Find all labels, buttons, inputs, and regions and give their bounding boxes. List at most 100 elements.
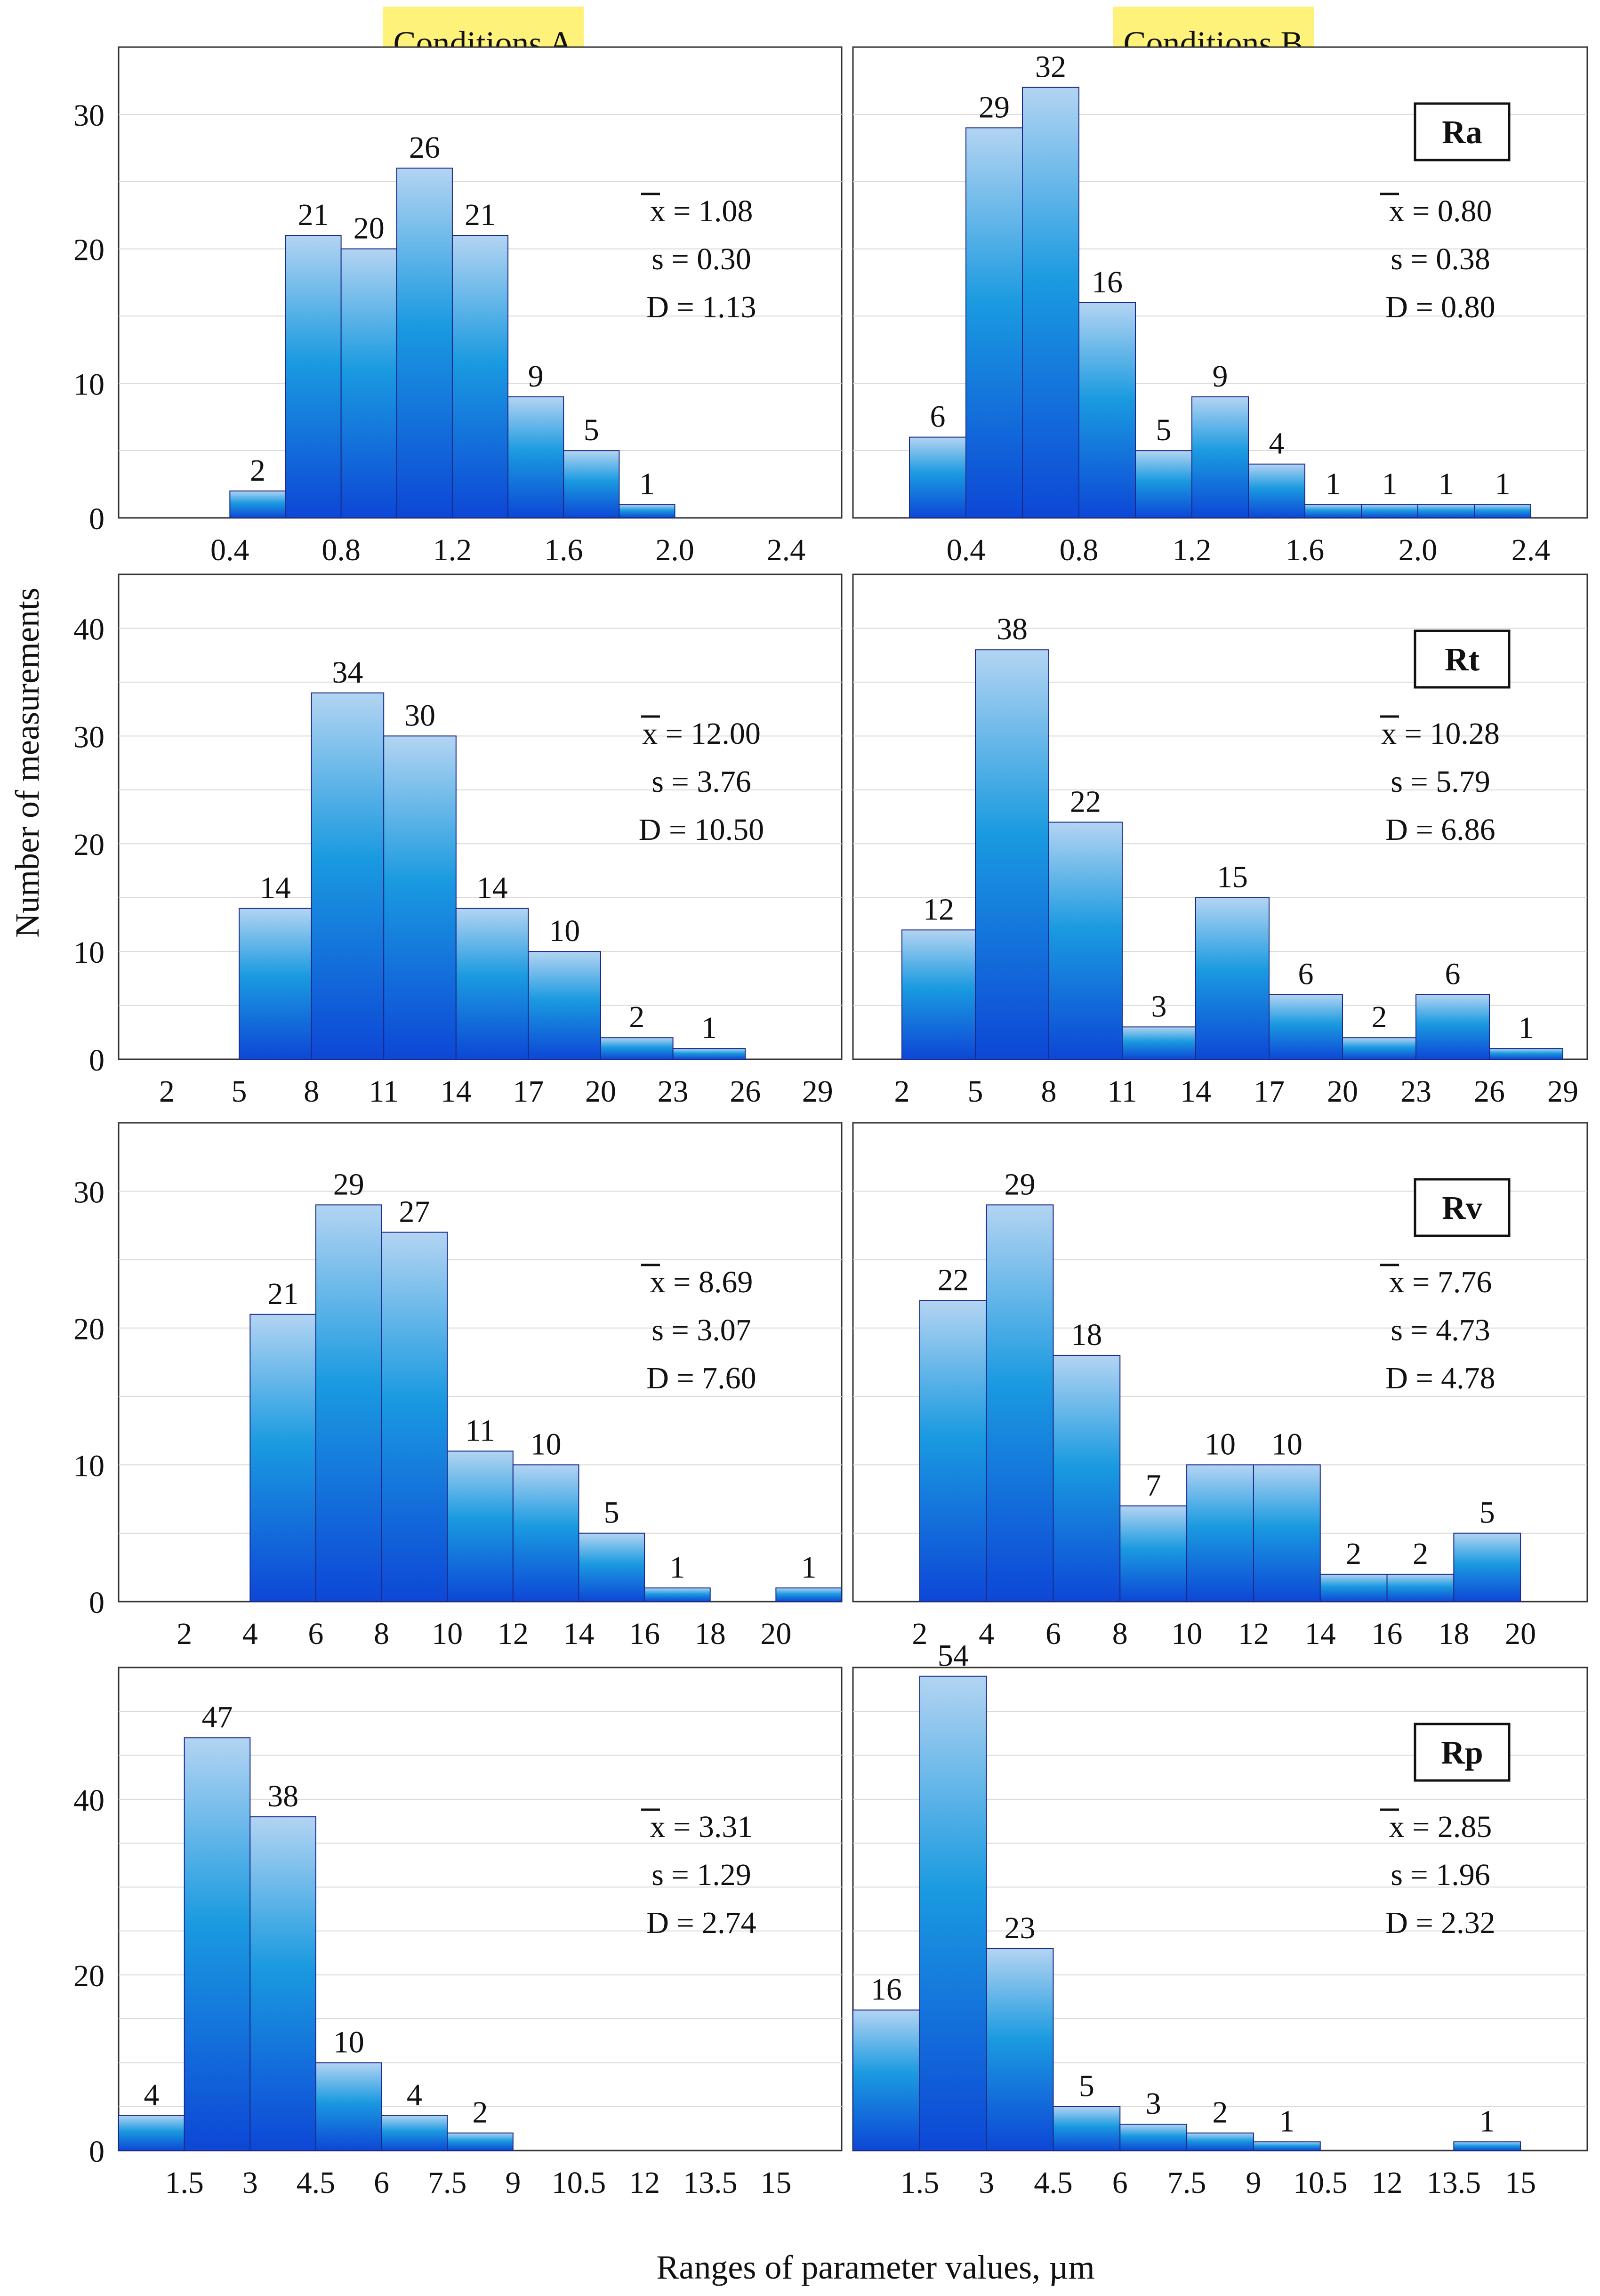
bar: [672, 1048, 746, 1060]
bar-value-label: 34: [332, 655, 363, 690]
x-tick-label: 23: [1400, 1074, 1431, 1109]
bar: [919, 1676, 987, 2151]
x-tick-label: 17: [513, 1074, 544, 1109]
x-tick-label: 2.4: [767, 533, 806, 567]
x-tick-label: 12: [1372, 2166, 1403, 2200]
y-tick-label: 30: [73, 720, 105, 754]
bar-value-label: 9: [1213, 359, 1228, 394]
y-tick-label: 30: [73, 1175, 105, 1209]
parameter-label-box: [1414, 1723, 1511, 1782]
stat-mean: x = 0.80: [1389, 194, 1492, 228]
x-tick-label: 2: [177, 1617, 192, 1651]
bar-value-label: 1: [639, 467, 655, 501]
x-tick-label: 8: [1112, 1617, 1128, 1651]
bar: [1122, 1026, 1196, 1060]
x-tick-label: 14: [563, 1617, 594, 1651]
bar: [1248, 463, 1305, 519]
x-tick-label: 16: [1372, 1617, 1403, 1651]
x-tick-label: 20: [585, 1074, 616, 1109]
bar-value-label: 6: [1298, 957, 1314, 991]
x-tick-label: 4: [979, 1617, 994, 1651]
bar-value-label: 10: [333, 2025, 364, 2059]
bar-value-label: 4: [407, 2078, 422, 2112]
bar-value-label: 14: [260, 871, 291, 905]
bar-value-label: 5: [1079, 2069, 1094, 2103]
x-tick-label: 20: [1327, 1074, 1358, 1109]
bar: [1186, 1464, 1254, 1602]
bar-value-label: 2: [250, 453, 265, 488]
stat-std: s = 1.29: [651, 1858, 751, 1892]
bar-value-label: 1: [1479, 2104, 1495, 2138]
x-tick-label: 15: [1505, 2166, 1536, 2200]
stat-d: D = 10.50: [639, 813, 764, 847]
bar: [1053, 1354, 1121, 1602]
bar-value-label: 29: [1005, 1167, 1036, 1201]
bar-value-label: 3: [1151, 989, 1167, 1023]
bar-value-label: 16: [1092, 265, 1123, 299]
x-tick-label: 4.5: [1034, 2166, 1073, 2200]
x-tick-label: 20: [1505, 1617, 1536, 1651]
bar: [1135, 450, 1192, 519]
bar: [965, 127, 1023, 518]
bar-value-label: 20: [354, 211, 385, 246]
x-tick-label: 0.8: [322, 533, 361, 567]
y-tick-label: 10: [73, 935, 105, 970]
y-tick-label: 0: [89, 1586, 105, 1620]
stat-d: D = 2.74: [646, 1906, 756, 1940]
bar: [775, 1587, 843, 1603]
x-tick-label: 14: [441, 1074, 472, 1109]
bar: [118, 2115, 185, 2151]
stats-block: x = 0.80 s = 0.38 D = 0.80: [1380, 193, 1495, 324]
bar: [1119, 1505, 1188, 1603]
bar: [239, 908, 312, 1060]
y-tick-label: 0: [89, 502, 105, 536]
bar-value-label: 1: [1382, 467, 1398, 501]
histogram-panel-ra-a: 0 10 20 30 2 21 20 26 21 9 5 1 0.4 0.8 1.2 1.6 2.0 2.4 x =…: [73, 46, 843, 567]
stat-std: s = 3.76: [651, 765, 751, 799]
x-tick-label: 2.0: [1399, 533, 1438, 567]
bar-value-label: 11: [465, 1413, 495, 1448]
bar: [1053, 2106, 1121, 2151]
x-tick-label: 10.5: [552, 2166, 606, 2200]
bar-value-label: 2: [473, 2095, 488, 2130]
stat-std: s = 0.30: [651, 242, 751, 276]
bar-value-label: 10: [549, 914, 580, 948]
bar: [1342, 1037, 1416, 1060]
x-tick-label: 12: [1238, 1617, 1269, 1651]
bar: [396, 168, 453, 518]
y-tick-label: 40: [73, 612, 105, 646]
bar-value-label: 1: [669, 1550, 685, 1585]
stat-std: s = 0.38: [1391, 242, 1490, 276]
x-tick-label: 1.2: [1173, 533, 1212, 567]
bar-value-label: 2: [629, 1000, 644, 1034]
x-axis-title: Ranges of parameter values, µm: [656, 2248, 1094, 2286]
x-tick-label: 2.0: [655, 533, 694, 567]
bar-value-label: 1: [1279, 2104, 1294, 2138]
x-tick-label: 7.5: [1167, 2166, 1206, 2200]
x-tick-label: 10: [1171, 1617, 1202, 1651]
bar-value-label: 16: [871, 1973, 902, 2007]
stat-mean: x = 3.31: [650, 1810, 753, 1844]
stat-d: D = 6.86: [1385, 813, 1495, 847]
stats-block: x = 10.28 s = 5.79 D = 6.86: [1380, 715, 1500, 847]
stat-mean: x = 1.08: [650, 194, 753, 228]
bar-value-label: 9: [528, 359, 544, 394]
bar: [512, 1464, 579, 1602]
bar-value-label: 15: [1217, 860, 1248, 894]
x-tick-label: 18: [1438, 1617, 1469, 1651]
y-tick-label: 20: [73, 828, 105, 862]
bar-value-label: 32: [1035, 50, 1066, 84]
bar: [901, 929, 976, 1060]
bar: [381, 1232, 448, 1602]
y-tick-label: 10: [73, 1449, 105, 1483]
stats-block: x = 12.00 s = 3.76 D = 10.50: [639, 715, 764, 847]
x-tick-label: 3: [979, 2166, 994, 2200]
x-tick-label: 6: [1045, 1617, 1061, 1651]
x-tick-label: 2.4: [1512, 533, 1551, 567]
parameter-label: Rp: [1441, 1735, 1483, 1771]
bar: [447, 2132, 514, 2151]
bar: [528, 951, 602, 1060]
histogram-panel-rp-b: 16 54 23 5 3 2 1 1 1.5 3 4.5 6 7.5 9 10.5 12 13.5 15 x = 2…: [852, 1639, 1588, 2200]
bar-value-label: 4: [1269, 427, 1285, 461]
bar: [1119, 2124, 1188, 2151]
